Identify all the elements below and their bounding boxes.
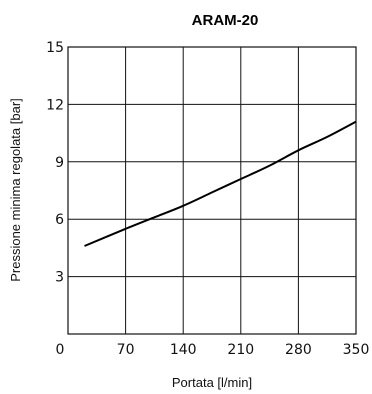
- x-tick-label: 280: [285, 342, 312, 358]
- plot-frame: [67, 46, 357, 335]
- x-tick-label: 140: [170, 342, 197, 358]
- series-line: [84, 120, 357, 247]
- y-tick-label: 12: [46, 97, 64, 113]
- y-axis-label: Pressione minima regolata [bar]: [8, 98, 23, 282]
- tick-labels: 0 70 140 210 280 350 3 6 9 12 15: [46, 40, 369, 358]
- y-tick-label: 9: [55, 155, 64, 171]
- y-tick-label: 3: [55, 270, 64, 286]
- x-tick-label: 350: [343, 342, 370, 358]
- x-tick-label: 0: [56, 342, 65, 358]
- x-tick-label: 70: [117, 342, 135, 358]
- grid: [68, 47, 356, 334]
- y-tick-label: 6: [55, 212, 64, 228]
- y-tick-label: 15: [46, 40, 64, 56]
- x-axis-label: Portata [l/min]: [172, 375, 252, 390]
- chart-title: ARAM-20: [192, 12, 259, 29]
- x-tick-label: 210: [227, 342, 254, 358]
